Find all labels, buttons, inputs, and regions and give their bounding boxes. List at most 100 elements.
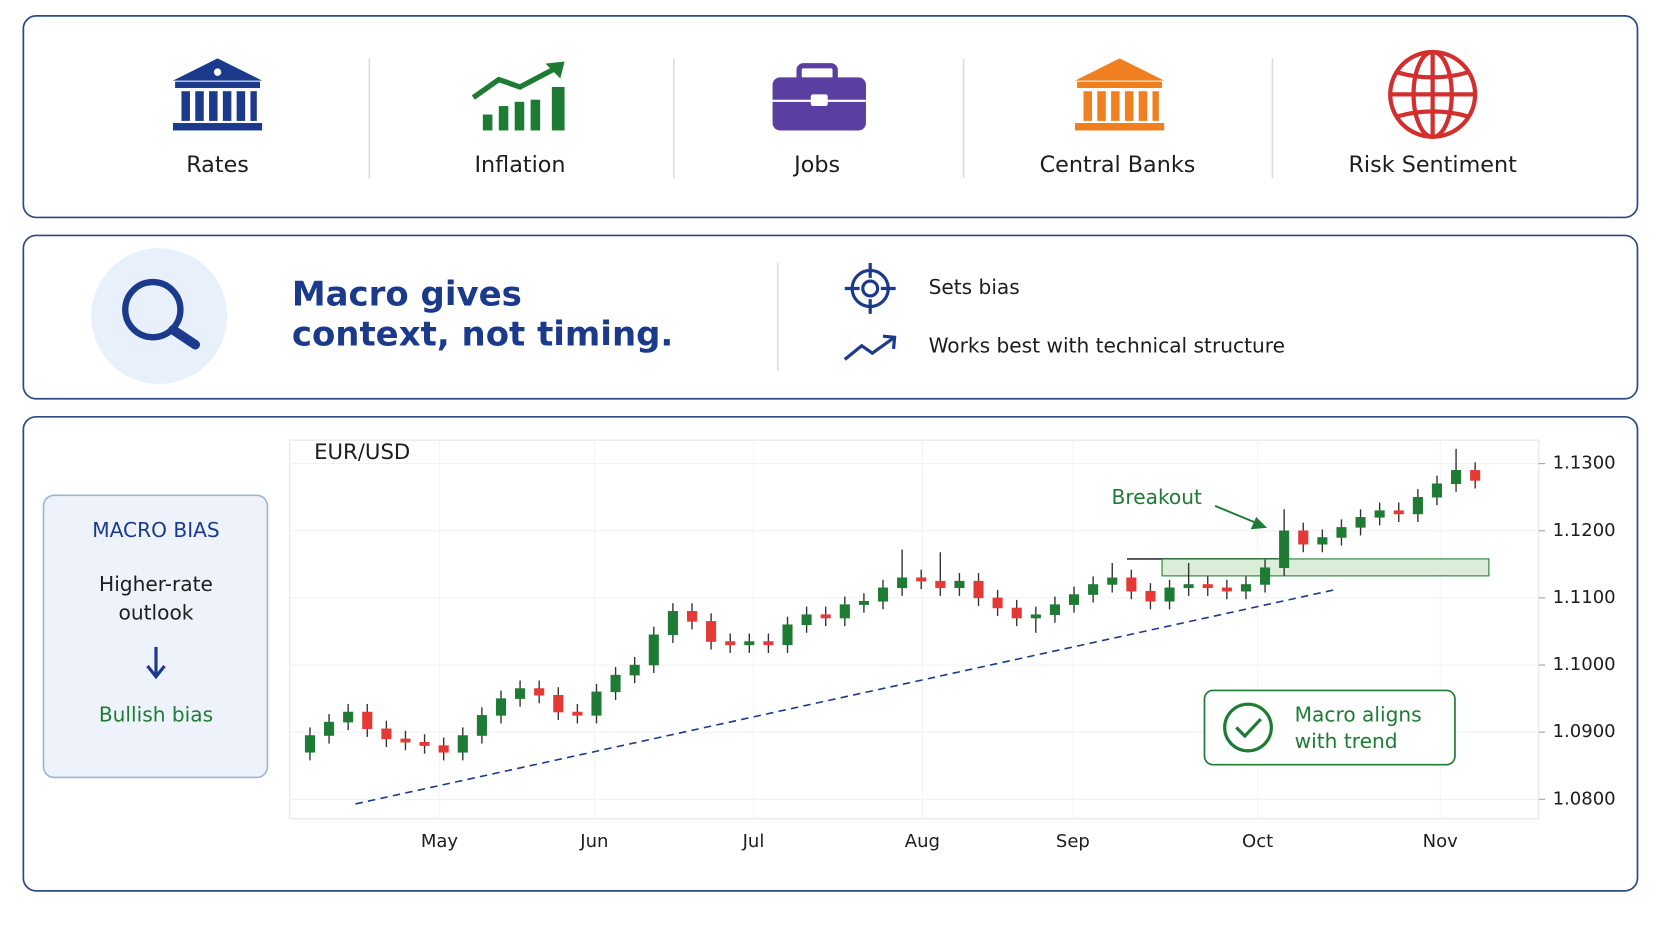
candle-body: [362, 711, 373, 730]
driver-label: Inflation: [474, 152, 565, 178]
summary-panel: [22, 234, 1639, 400]
y-tick-label: 1.1200: [1553, 520, 1616, 541]
candle-body: [419, 741, 430, 746]
driver-label: Jobs: [792, 152, 840, 178]
callout-line: Macro aligns: [1295, 702, 1422, 726]
y-tick-label: 1.1100: [1553, 587, 1616, 608]
macro-bias-box: [42, 494, 269, 779]
x-tick-label: Oct: [1242, 831, 1273, 852]
candle-body: [820, 614, 831, 619]
candle-body: [1183, 584, 1194, 589]
inflation-icon: [471, 61, 565, 131]
candle-body: [1317, 537, 1328, 545]
candle-body: [457, 735, 468, 753]
point-text: Works best with technical structure: [929, 333, 1285, 357]
candle-body: [1088, 584, 1099, 595]
candle-body: [343, 711, 354, 723]
candle-body: [400, 738, 411, 743]
candle-body: [1049, 604, 1060, 615]
target-icon: [844, 263, 896, 314]
x-tick-label: Jun: [579, 831, 608, 852]
candle-body: [992, 597, 1003, 609]
candle-body: [1451, 470, 1462, 485]
candle-body: [534, 688, 545, 696]
candle-body: [782, 624, 793, 646]
driver-label: Central Banks: [1040, 152, 1196, 178]
candle-body: [1068, 594, 1080, 605]
candle-body: [763, 641, 774, 646]
down-arrow: [146, 646, 166, 680]
x-tick-label: Sep: [1056, 831, 1090, 852]
risk-sentiment-icon: [1388, 49, 1478, 139]
candle-body: [438, 745, 449, 753]
candle-body: [1030, 614, 1041, 619]
candle-body: [648, 634, 659, 666]
headline-line: context, not timing.: [292, 315, 673, 355]
outlook-line: outlook: [119, 601, 194, 625]
candle-body: [476, 715, 487, 736]
headline-line: Macro gives: [292, 274, 522, 314]
x-tick-label: May: [421, 831, 459, 852]
candle-body: [381, 728, 392, 740]
chart-title: EUR/USD: [314, 440, 410, 465]
candle-body: [553, 694, 564, 713]
bias-text: Bullish bias: [99, 702, 213, 726]
candle-body: [1126, 577, 1137, 592]
candle-body: [686, 611, 698, 622]
magnifier-icon: [122, 278, 201, 350]
candle-body: [1164, 587, 1175, 602]
x-tick-label: Aug: [905, 831, 940, 852]
candle-body: [1374, 510, 1385, 518]
candle-body: [706, 621, 717, 642]
central-banks-icon: [1075, 58, 1165, 131]
candle-body: [1412, 496, 1423, 515]
candles: [304, 448, 1481, 761]
candle-body: [1431, 483, 1443, 498]
y-tick-label: 1.1000: [1553, 654, 1616, 675]
candle-body: [629, 664, 640, 676]
candle-body: [1107, 577, 1118, 585]
breakout-label: Breakout: [1112, 485, 1202, 509]
magnifier-bg: [91, 248, 228, 384]
rates-icon: [172, 58, 263, 131]
y-tick-label: 1.0900: [1553, 721, 1616, 742]
candle-body: [858, 600, 869, 605]
candle-body: [954, 580, 965, 589]
candle-body: [935, 580, 946, 589]
candle-body: [667, 611, 678, 636]
driver-label: Risk Sentiment: [1348, 152, 1517, 178]
check-icon: [1223, 702, 1273, 753]
candle-body: [877, 587, 889, 602]
candle-body: [1240, 584, 1251, 592]
candle-body: [1298, 530, 1309, 545]
trend-line: [355, 588, 1336, 805]
candle-body: [973, 580, 984, 599]
candle-body: [304, 735, 316, 753]
candle-body: [1260, 567, 1271, 585]
point-text: Sets bias: [929, 275, 1020, 299]
outlook-line: Higher-rate: [99, 572, 213, 596]
breakout-arrow: [1214, 505, 1268, 530]
candle-body: [1279, 530, 1290, 568]
candle-body: [801, 614, 812, 626]
y-tick-label: 1.0800: [1553, 788, 1616, 809]
candle-body: [1145, 590, 1156, 602]
candle-body: [1393, 510, 1404, 515]
candle-body: [515, 688, 526, 699]
candle-body: [1355, 517, 1366, 528]
breakout-zone: [1161, 558, 1490, 577]
jobs-icon: [772, 63, 866, 131]
candle-body: [610, 674, 621, 693]
candle-body: [1221, 587, 1232, 592]
macro-bias-title: MACRO BIAS: [92, 518, 219, 542]
candle-body: [916, 577, 927, 582]
candle-body: [1336, 527, 1347, 538]
candle-body: [572, 711, 583, 716]
callout-line: with trend: [1295, 729, 1398, 753]
candle-body: [744, 641, 755, 646]
candle-body: [1470, 470, 1481, 481]
candle-body: [1011, 607, 1022, 619]
candle-body: [897, 577, 908, 589]
